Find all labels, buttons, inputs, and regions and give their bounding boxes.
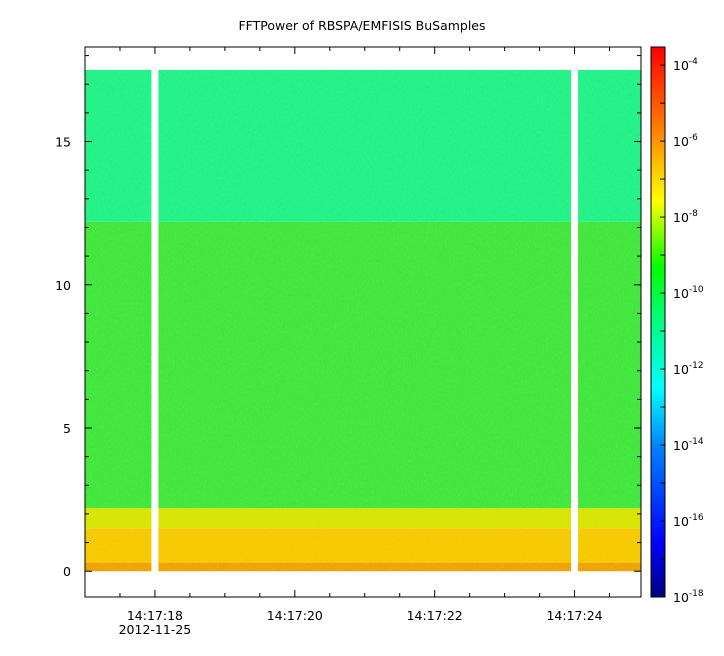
colorbar-tick-label: 10-8 (673, 209, 698, 225)
colorbar-axis: 10-18 10-16 10-14 10-12 10-10 10-8 10-6 10-4 (660, 57, 704, 605)
colorbar-tick-label: 10-18 (673, 589, 704, 605)
data-gap-1 (571, 68, 579, 573)
y-tick-label: 15 (55, 135, 71, 150)
colorbar (650, 46, 666, 598)
y-tick-label: 5 (63, 421, 71, 436)
y-axis: 0 5 10 15 (55, 55, 641, 579)
colorbar-tick-label: 10-16 (673, 513, 704, 529)
y-tick-label: 0 (63, 564, 71, 579)
data-gap-0 (151, 68, 159, 573)
x-tick-label: 14:17:24 (546, 608, 602, 623)
data-gaps (151, 68, 579, 573)
plot-frame (84, 46, 642, 598)
x-axis: 14:17:18 14:17:20 14:17:22 14:17:24 2012-11-… (84, 47, 611, 637)
x-date-label: 2012-11-25 (119, 622, 192, 637)
colorbar-tick-label: 10-12 (673, 361, 704, 377)
spectrogram-texture (85, 69, 641, 572)
colorbar-tick-label: 10-4 (673, 57, 698, 73)
colorbar-tick-label: 10-6 (673, 133, 698, 149)
heat-noise (85, 69, 641, 572)
y-tick-label: 10 (55, 278, 71, 293)
colorbar-tick-label: 10-10 (673, 285, 704, 301)
colorbar-tick-label: 10-14 (673, 437, 704, 453)
x-tick-label: 14:17:22 (407, 608, 463, 623)
x-tick-label: 14:17:18 (127, 608, 183, 623)
plot-title: FFTPower of RBSPA/EMFISIS BuSamples (238, 18, 486, 33)
x-tick-label: 14:17:20 (267, 608, 323, 623)
